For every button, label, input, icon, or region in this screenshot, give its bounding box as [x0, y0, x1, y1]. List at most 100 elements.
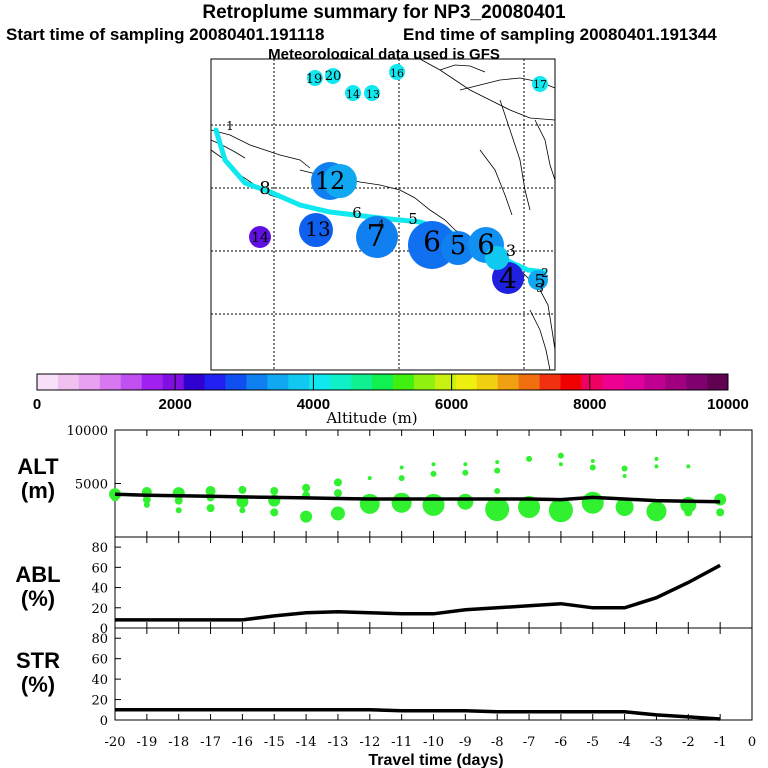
series-line-str [115, 708, 721, 721]
map-point-label: 5 [534, 271, 545, 292]
map-point-label: 12 [315, 167, 346, 195]
map-point-label: 5 [408, 210, 418, 228]
alt-scatter-point [485, 497, 510, 522]
str-label-unit: (%) [20, 672, 56, 697]
map-point-label: 20 [325, 69, 342, 84]
y-tick-label: 60 [91, 561, 108, 576]
alt-scatter-point [615, 498, 634, 517]
alt-scatter-point [238, 485, 247, 494]
plume-circle [532, 76, 548, 92]
colorbar-cell [225, 374, 247, 390]
alt-scatter-point [621, 465, 628, 472]
alt-scatter-point [716, 508, 725, 517]
alt-scatter-point [622, 474, 627, 479]
alt-scatter-point [684, 508, 693, 517]
colorbar-tick-label: 8000 [573, 396, 606, 413]
y-tick-label: 20 [91, 602, 108, 617]
y-tick-label: 40 [91, 582, 108, 597]
colorbar-cell [37, 374, 59, 390]
colorbar-cell [267, 374, 289, 390]
alt-scatter-point [686, 464, 691, 469]
colorbar-cell [183, 374, 205, 390]
y-tick-label: 10000 [67, 424, 108, 439]
map-point-label: 8 [259, 178, 270, 199]
end-time-label: End time of sampling 20080401.191344 [403, 25, 717, 44]
map-point-label: 5 [450, 231, 467, 261]
map-point-label: 16 [390, 67, 404, 80]
colorbar-cell [99, 374, 122, 390]
colorbar-cell [497, 374, 519, 390]
x-tick-label: -8 [491, 735, 504, 750]
alt-scatter-point [205, 485, 216, 496]
alt-scatter-point [463, 462, 468, 467]
colorbar-cell [309, 374, 331, 390]
plume-circle [441, 231, 475, 265]
x-tick-label: -12 [359, 735, 380, 750]
plume-circle [307, 70, 323, 86]
colorbar-tick-label: 10000 [707, 396, 749, 413]
colorbar-label: Altitude (m) [325, 409, 417, 427]
str-label-name: STR [16, 648, 60, 673]
colorbar-cells [37, 374, 729, 390]
alt-row-label: ALT (m) [8, 455, 68, 503]
x-tick-label: -1 [714, 735, 727, 750]
abl-label-unit: (%) [20, 586, 56, 611]
x-tick-label: -7 [523, 735, 536, 750]
map-point-label: 2 [541, 266, 549, 280]
x-tick-label: -6 [555, 735, 568, 750]
colorbar-cell [665, 374, 687, 390]
chart-title: Retroplume summary for NP3_20080401 [202, 2, 566, 23]
x-tick-label: -9 [459, 735, 472, 750]
abl-row-label: ABL (%) [8, 563, 68, 611]
alt-scatter-point [494, 487, 501, 494]
map-point-label: 13 [366, 88, 380, 101]
series-line-abl [115, 563, 721, 622]
plume-circle [528, 270, 548, 290]
alt-scatter-point [175, 507, 182, 514]
alt-scatter-point [422, 493, 445, 516]
x-tick-label: -2 [682, 735, 695, 750]
map-point-label: 4 [378, 218, 385, 231]
alt-scatter-point [391, 492, 412, 513]
map-point-label: 3 [506, 241, 516, 260]
map-point-label: 6 [423, 225, 441, 258]
map-point-label: 7 [366, 219, 385, 254]
y-tick-label: 60 [91, 653, 108, 668]
alt-scatter-point [333, 478, 342, 487]
x-tick-label: -20 [105, 735, 126, 750]
colorbar-cell [57, 374, 80, 390]
colorbar-cell [141, 374, 163, 390]
colorbar-cell [560, 374, 582, 390]
y-tick-label: 80 [91, 541, 108, 556]
colorbar-cell [455, 374, 478, 390]
map-point-label: 6 [477, 228, 495, 261]
abl-label-name: ABL [15, 562, 61, 587]
map-point-label: 17 [533, 78, 547, 91]
map-point-label: 3 [536, 281, 544, 295]
colorbar-cell [602, 374, 624, 390]
colorbar-cell [204, 374, 226, 390]
x-tick-label: -19 [136, 735, 157, 750]
colorbar-cell [351, 374, 373, 390]
plume-circle [323, 164, 357, 198]
colorbar-cell [330, 374, 352, 390]
alt-label-unit: (m) [20, 478, 56, 503]
alt-scatter-point [548, 498, 573, 523]
alt-scatter-point [239, 507, 246, 514]
colorbar-cell [623, 374, 645, 390]
colorbar-tick-label: 2000 [159, 396, 192, 413]
colorbar-cell [246, 374, 268, 390]
alt-scatter-point [399, 465, 404, 470]
map-point-label: 13 [305, 217, 330, 241]
plume-circle [492, 262, 524, 294]
x-tick-label: 0 [748, 735, 756, 750]
alt-scatter-point [654, 456, 659, 461]
alt-scatter-point [526, 455, 533, 462]
plume-circle [249, 226, 271, 248]
colorbar-tick-label: 6000 [435, 396, 468, 413]
colorbar-cell [518, 374, 540, 390]
x-tick-label: -17 [200, 735, 221, 750]
